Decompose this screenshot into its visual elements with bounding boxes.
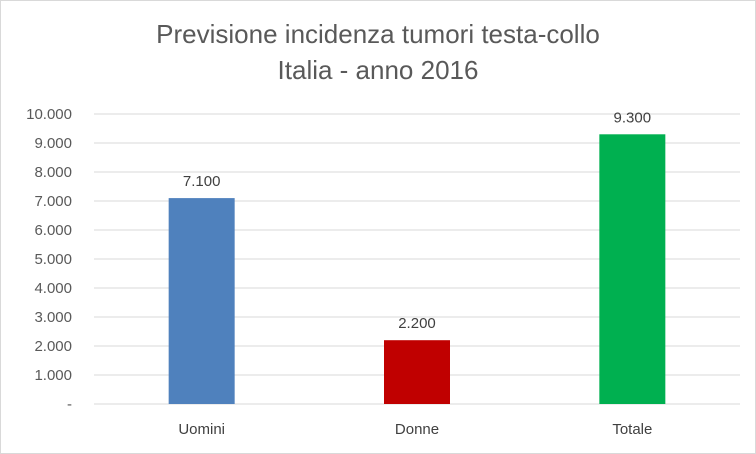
bar-totale	[599, 134, 666, 405]
y-tick-label-1000: 1.000	[34, 367, 72, 384]
chart-title-line-2: Italia - anno 2016	[277, 55, 479, 85]
y-tick-label-10000: 10.000	[26, 106, 72, 123]
category-label-totale: Totale	[612, 421, 652, 438]
y-tick-label-5000: 5.000	[34, 251, 72, 268]
y-tick-label-7000: 7.000	[34, 193, 72, 210]
y-tick-label-8000: 8.000	[34, 164, 72, 181]
chart-title: Previsione incidenza tumori testa-collo …	[0, 16, 756, 88]
y-tick-label-4000: 4.000	[34, 280, 72, 297]
y-tick-label-3000: 3.000	[34, 309, 72, 326]
category-label-donne: Donne	[395, 421, 439, 438]
y-tick-label-9000: 9.000	[34, 135, 72, 152]
y-tick-label-2000: 2.000	[34, 338, 72, 355]
y-tick-label-6000: 6.000	[34, 222, 72, 239]
data-label-donne: 2.200	[398, 315, 436, 332]
bar-donne	[384, 340, 450, 404]
category-label-uomini: Uomini	[178, 421, 225, 438]
data-label-totale: 9.300	[614, 109, 652, 126]
bar-uomini	[168, 198, 235, 404]
y-tick-label-0: -	[67, 396, 72, 413]
chart-title-line-1: Previsione incidenza tumori testa-collo	[156, 19, 600, 49]
data-label-uomini: 7.100	[183, 173, 221, 190]
